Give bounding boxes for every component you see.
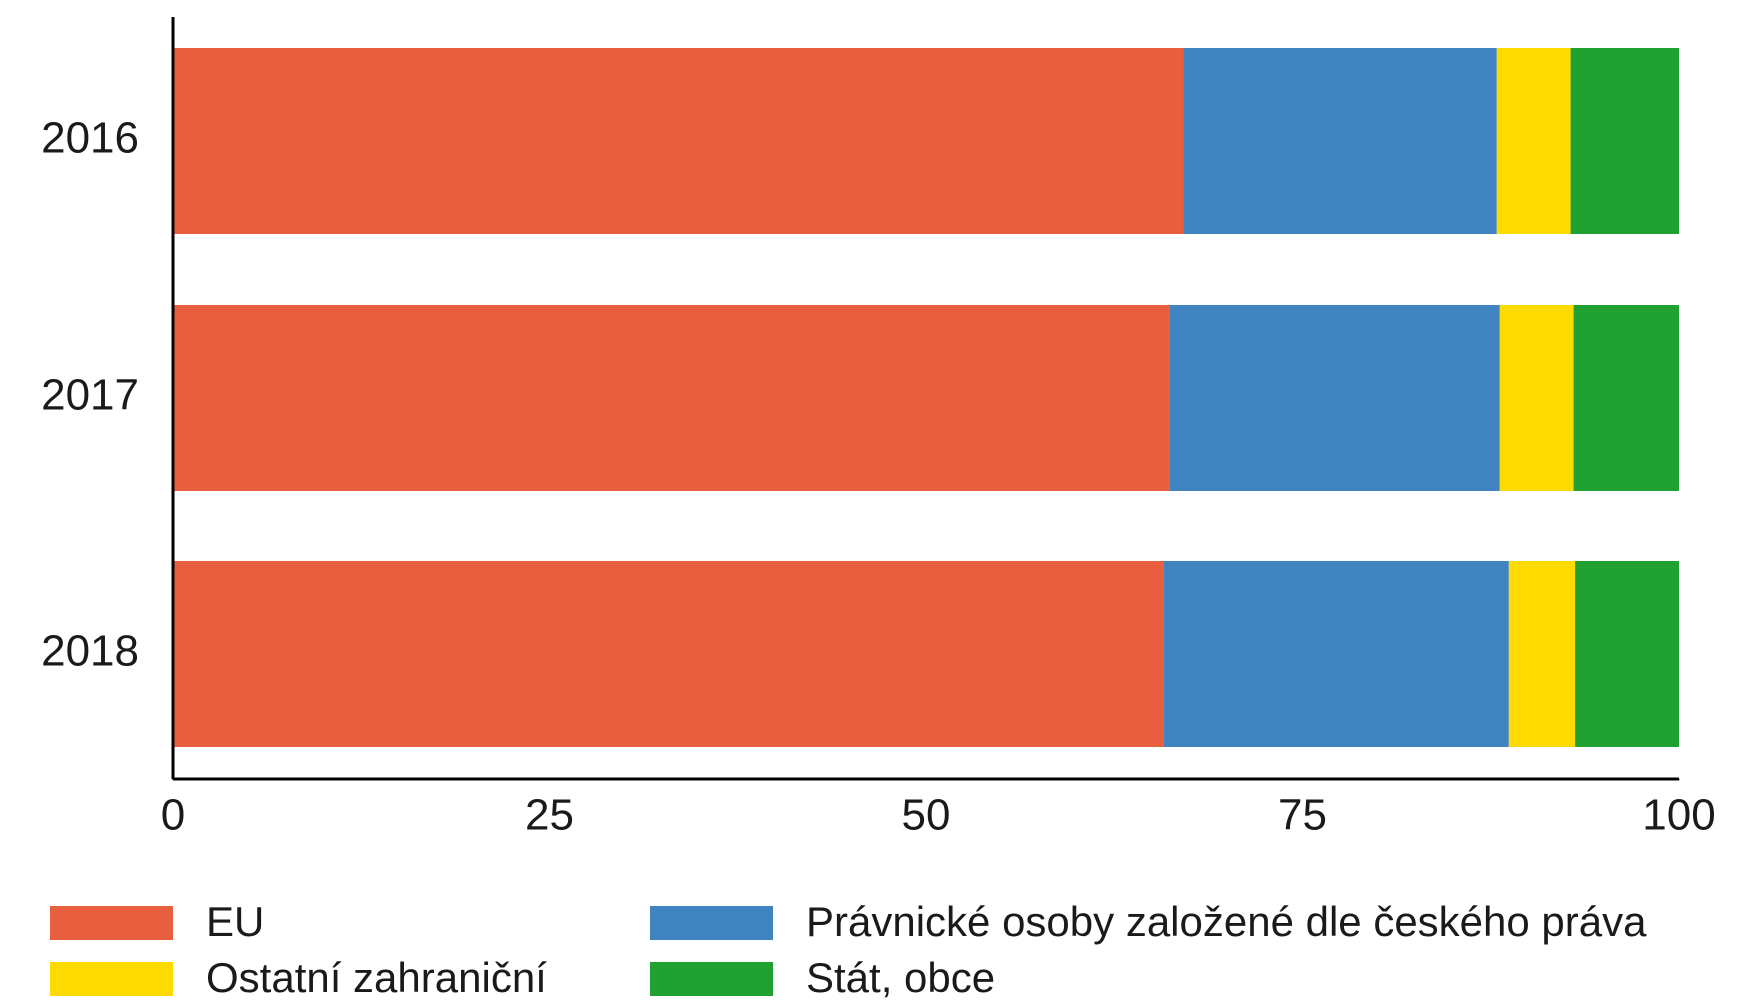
y-tick-label: 2018 bbox=[41, 627, 139, 676]
bar-segment bbox=[1183, 48, 1497, 234]
legend-swatch bbox=[650, 906, 773, 940]
y-tick-label: 2016 bbox=[41, 114, 139, 163]
x-tick-label: 0 bbox=[161, 791, 185, 840]
legend-label: EU bbox=[206, 898, 264, 945]
bar-segment bbox=[173, 561, 1164, 747]
x-tick-label: 75 bbox=[1278, 791, 1327, 840]
legend-swatch bbox=[50, 962, 173, 996]
bar-segment bbox=[1508, 561, 1576, 747]
legend-swatch bbox=[650, 962, 773, 996]
bar-segment bbox=[1496, 48, 1571, 234]
legend-label: Ostatní zahraniční bbox=[206, 954, 547, 1001]
legend-label: Stát, obce bbox=[806, 954, 995, 1001]
y-tick-label: 2017 bbox=[41, 371, 139, 420]
x-tick-label: 100 bbox=[1642, 791, 1715, 840]
bar-segment bbox=[1575, 561, 1679, 747]
x-tick-label: 50 bbox=[902, 791, 951, 840]
bar-segment bbox=[173, 305, 1170, 491]
bar-segment bbox=[1573, 305, 1679, 491]
bar-segment bbox=[1163, 561, 1509, 747]
x-tick-label: 25 bbox=[525, 791, 574, 840]
bar-segment bbox=[1570, 48, 1679, 234]
legend-label: Právnické osoby založené dle českého prá… bbox=[806, 898, 1647, 945]
bar-segment bbox=[1169, 305, 1500, 491]
bar-segment bbox=[1499, 305, 1574, 491]
legend-swatch bbox=[50, 906, 173, 940]
bar-segment bbox=[173, 48, 1184, 234]
